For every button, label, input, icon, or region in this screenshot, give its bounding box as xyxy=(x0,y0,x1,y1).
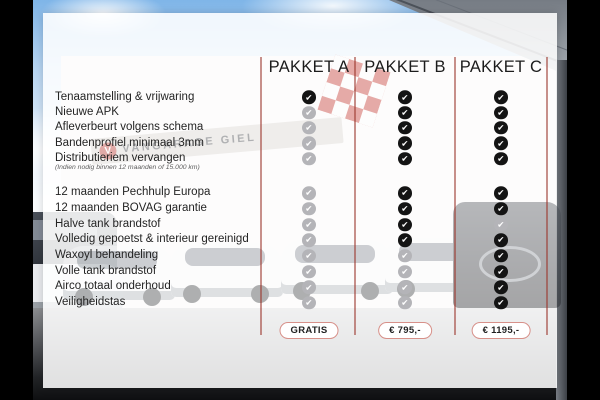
check-excluded-icon: ✔ xyxy=(302,280,316,295)
check-included-icon: ✔ xyxy=(398,121,412,135)
table-row: Volle tank brandstof ✔ ✔ ✔ xyxy=(55,264,547,280)
row-note: (Indien nodig binnen 12 maanden of 15.00… xyxy=(55,163,200,171)
check-excluded-icon: ✔ xyxy=(302,217,316,232)
table-row: Afleverbeurt volgens schema ✔ ✔ ✔ xyxy=(55,120,547,135)
check-included-icon: ✔ xyxy=(398,202,412,216)
check-included-icon: ✔ xyxy=(494,233,508,247)
row-label: Afleverbeurt volgens schema xyxy=(55,121,204,134)
check-included-icon: ✔ xyxy=(494,136,508,151)
table-row: Halve tank brandstof ✔ ✔ ✔ xyxy=(55,217,547,233)
row-label: Veiligheidstas xyxy=(55,296,126,309)
check-included-icon: ✔ xyxy=(302,90,316,105)
check-included-icon: ✔ xyxy=(494,186,508,200)
feature-group-delivery: Tenaamstelling & vrijwaring ✔ ✔ ✔ Nieuwe APK… xyxy=(55,90,547,171)
feature-group-extras: 12 maanden Pechhulp Europa ✔ ✔ ✔ 12 maanden … xyxy=(55,185,547,311)
check-excluded-icon: ✔ xyxy=(302,105,316,120)
check-excluded-icon: ✔ xyxy=(398,280,412,295)
check-excluded-icon: ✔ xyxy=(302,121,316,135)
row-label: Waxoyl behandeling xyxy=(55,249,159,262)
check-included-icon: ✔ xyxy=(398,136,412,151)
column-divider xyxy=(454,57,456,335)
check-excluded-icon: ✔ xyxy=(302,264,316,279)
check-included-icon: ✔ xyxy=(494,249,508,263)
check-excluded-icon: ✔ xyxy=(398,264,412,279)
row-label: Volle tank brandstof xyxy=(55,264,157,277)
table-row: Veiligheidstas ✔ ✔ ✔ xyxy=(55,295,547,311)
check-included-icon: ✔ xyxy=(398,186,412,200)
check-excluded-icon: ✔ xyxy=(494,217,508,232)
check-included-icon: ✔ xyxy=(494,121,508,135)
table-row: Volledig gepoetst & interieur gereinigd ✔… xyxy=(55,232,547,248)
check-included-icon: ✔ xyxy=(398,90,412,105)
column-header-pakket-a: PAKKET A xyxy=(268,58,350,76)
check-included-icon: ✔ xyxy=(398,105,412,120)
table-row: Tenaamstelling & vrijwaring ✔ ✔ ✔ xyxy=(55,90,547,105)
check-included-icon: ✔ xyxy=(398,217,412,232)
check-included-icon: ✔ xyxy=(494,151,508,166)
column-divider xyxy=(546,57,548,335)
check-included-icon: ✔ xyxy=(494,202,508,216)
table-row: 12 maanden BOVAG garantie ✔ ✔ ✔ xyxy=(55,201,547,217)
column-divider xyxy=(354,57,356,335)
check-included-icon: ✔ xyxy=(494,264,508,279)
price-button-pakket-c[interactable]: € 1195,- xyxy=(471,322,531,339)
check-excluded-icon: ✔ xyxy=(302,233,316,247)
table-row: 12 maanden Pechhulp Europa ✔ ✔ ✔ xyxy=(55,185,547,201)
check-included-icon: ✔ xyxy=(494,296,508,310)
row-label: Airco totaal onderhoud xyxy=(55,280,171,293)
table-row: Airco totaal onderhoud ✔ ✔ ✔ xyxy=(55,279,547,295)
check-included-icon: ✔ xyxy=(494,280,508,295)
table-row: Nieuwe APK ✔ ✔ ✔ xyxy=(55,105,547,120)
check-excluded-icon: ✔ xyxy=(302,186,316,200)
check-excluded-icon: ✔ xyxy=(398,296,412,310)
row-label: Halve tank brandstof xyxy=(55,217,161,230)
check-included-icon: ✔ xyxy=(494,105,508,120)
row-label: 12 maanden BOVAG garantie xyxy=(55,201,207,214)
check-included-icon: ✔ xyxy=(398,151,412,166)
row-label: Volledig gepoetst & interieur gereinigd xyxy=(55,233,249,246)
check-excluded-icon: ✔ xyxy=(302,249,316,263)
row-label: 12 maanden Pechhulp Europa xyxy=(55,186,211,199)
check-excluded-icon: ✔ xyxy=(302,136,316,151)
row-label: Bandenprofiel minimaal 3mm xyxy=(55,136,204,149)
check-excluded-icon: ✔ xyxy=(302,151,316,166)
row-label: Distributieriem vervangen xyxy=(55,151,186,164)
building-pole xyxy=(556,60,567,400)
row-label: Tenaamstelling & vrijwaring xyxy=(55,90,195,103)
table-row: Distributieriem vervangen (Indien nodig b… xyxy=(55,151,547,171)
column-header-pakket-c: PAKKET C xyxy=(459,58,543,76)
check-excluded-icon: ✔ xyxy=(398,249,412,263)
column-divider xyxy=(260,57,262,335)
check-included-icon: ✔ xyxy=(398,233,412,247)
table-row: Bandenprofiel minimaal 3mm ✔ ✔ ✔ xyxy=(55,136,547,151)
row-label: Nieuwe APK xyxy=(55,105,119,118)
check-excluded-icon: ✔ xyxy=(302,202,316,216)
check-included-icon: ✔ xyxy=(494,90,508,105)
price-button-pakket-b[interactable]: € 795,- xyxy=(378,322,432,339)
price-button-pakket-a[interactable]: GRATIS xyxy=(279,322,339,339)
column-header-pakket-b: PAKKET B xyxy=(364,58,446,76)
check-excluded-icon: ✔ xyxy=(302,296,316,310)
table-row: Waxoyl behandeling ✔ ✔ ✔ xyxy=(55,248,547,264)
